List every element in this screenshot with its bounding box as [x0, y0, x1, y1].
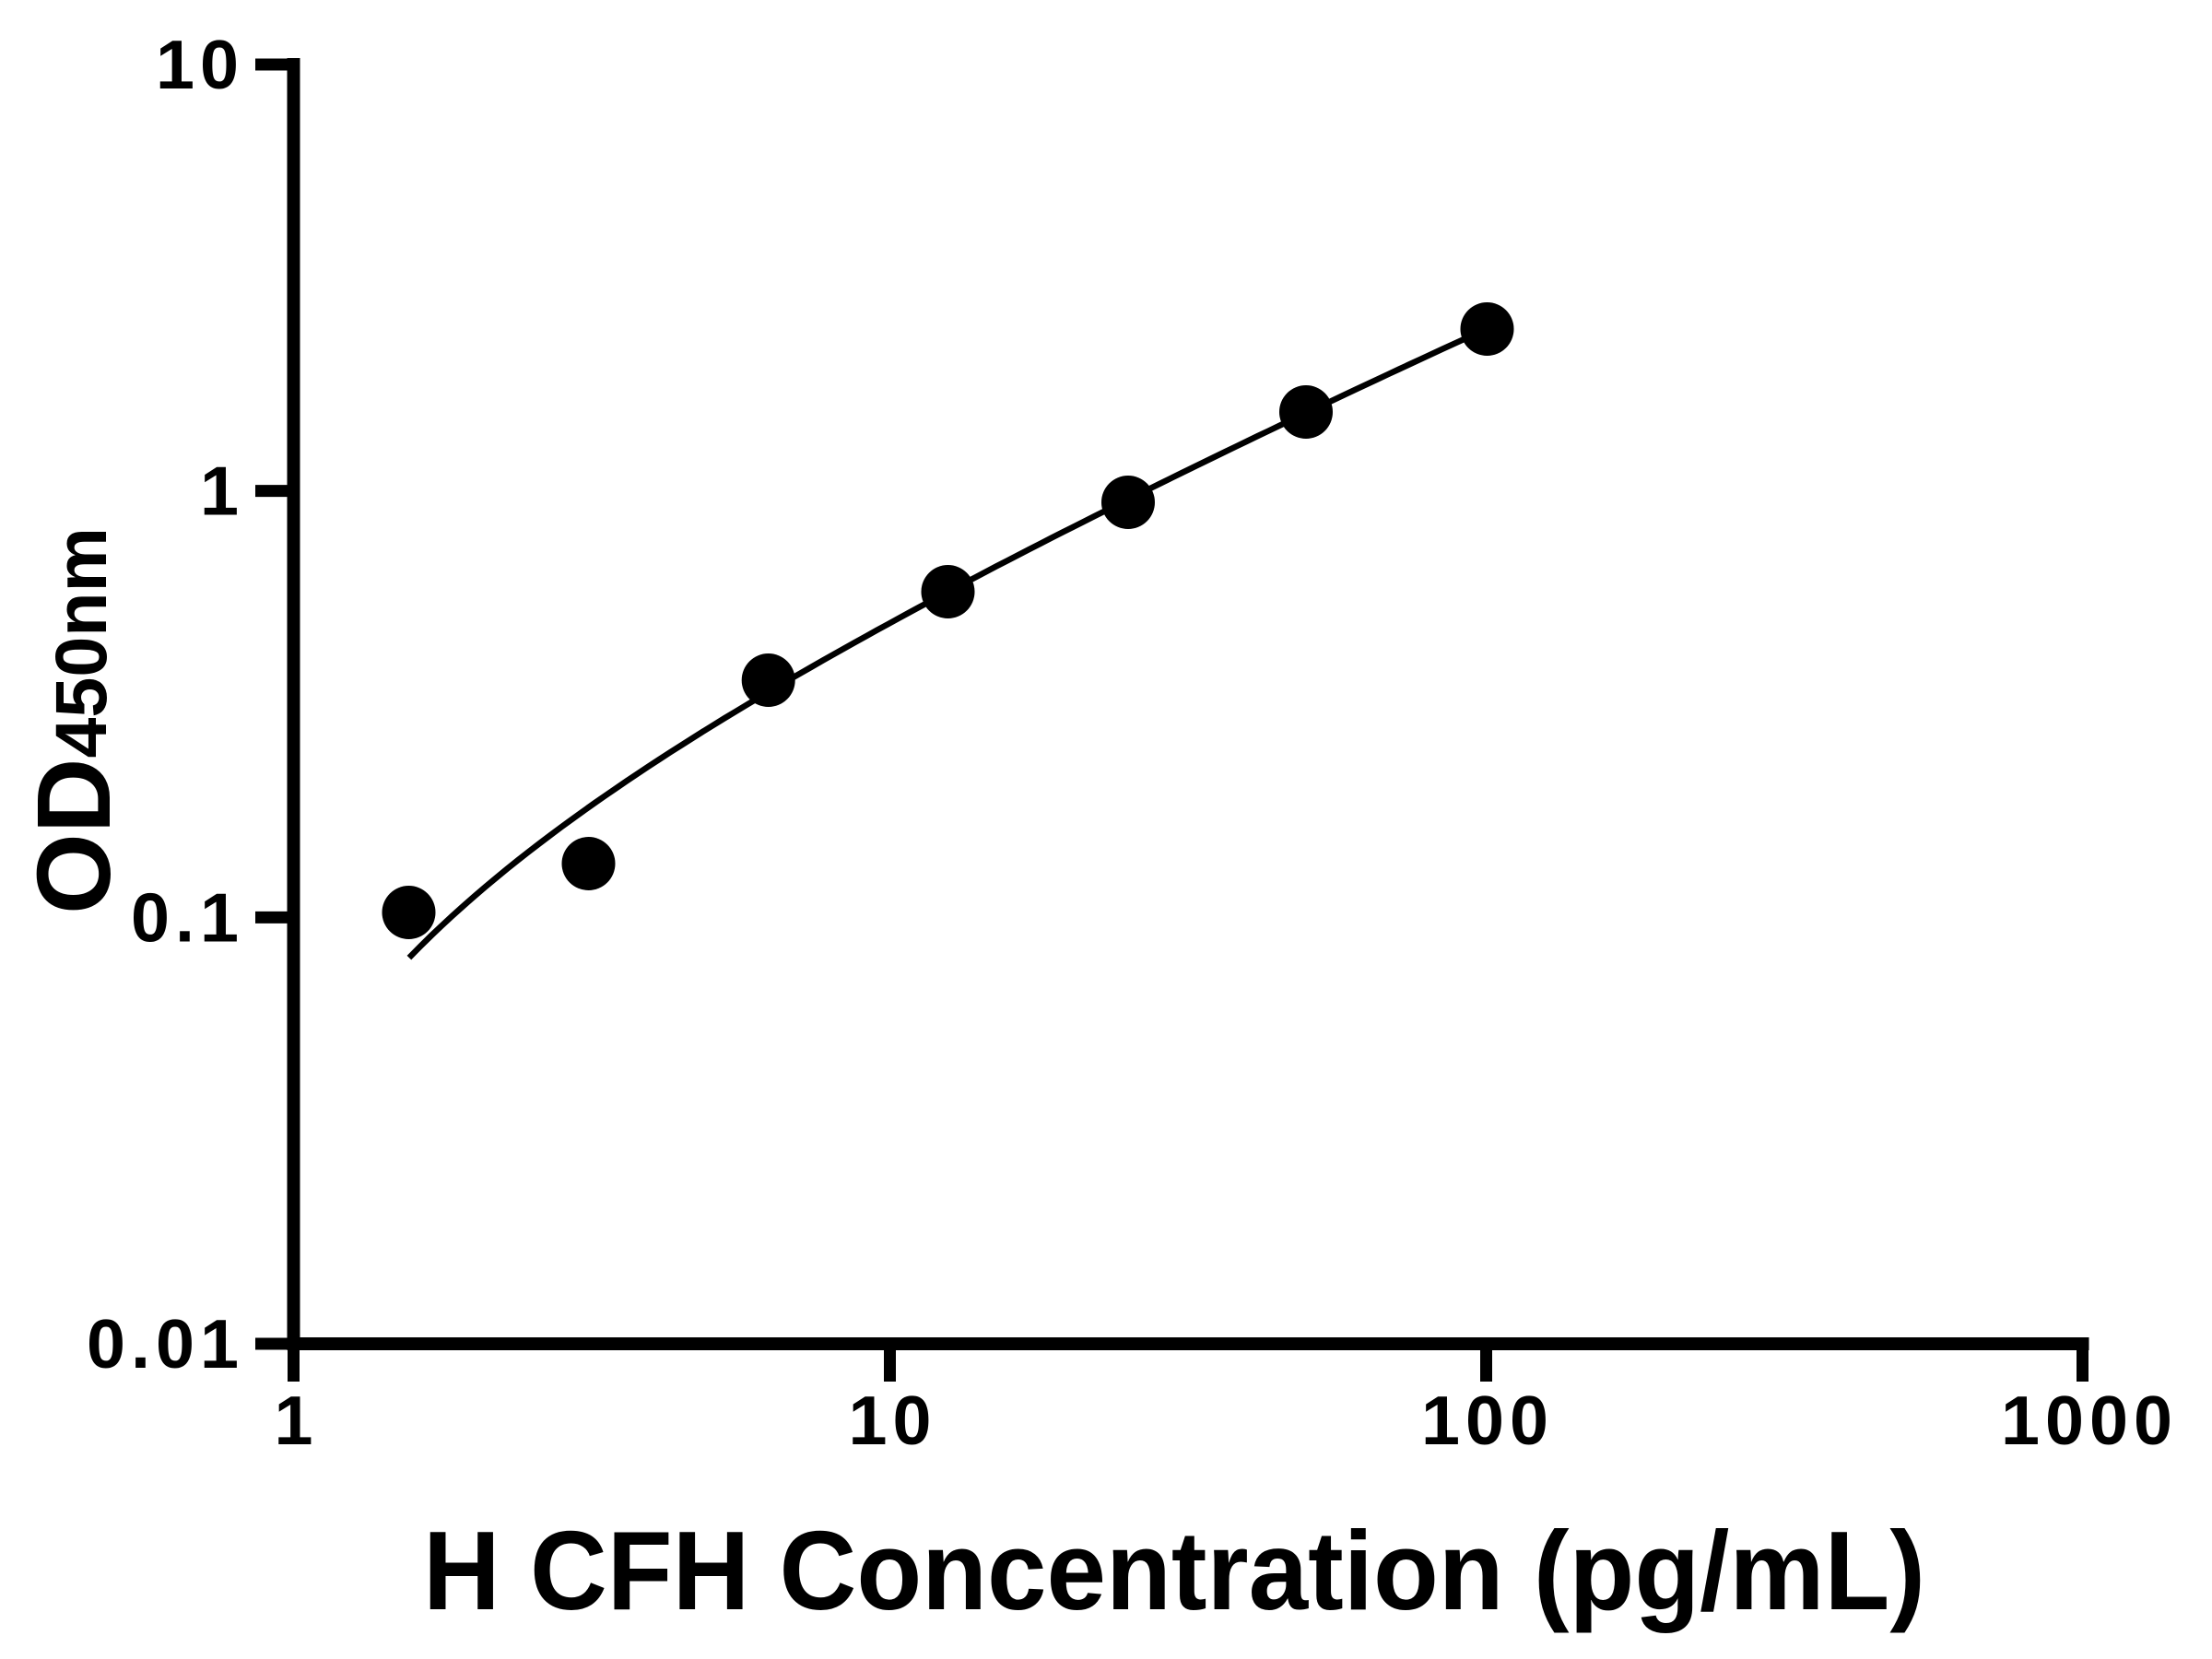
svg-text:10: 10	[849, 1382, 937, 1459]
svg-text:10: 10	[156, 26, 244, 103]
svg-text:H CFH Concentration (pg/mL): H CFH Concentration (pg/mL)	[423, 1508, 1925, 1633]
svg-text:1000: 1000	[2001, 1382, 2178, 1459]
svg-text:100: 100	[1421, 1382, 1554, 1459]
svg-text:1: 1	[200, 453, 244, 530]
svg-text:1: 1	[275, 1382, 319, 1459]
svg-text:0.1: 0.1	[131, 878, 244, 956]
svg-text:0.01: 0.01	[87, 1305, 244, 1382]
